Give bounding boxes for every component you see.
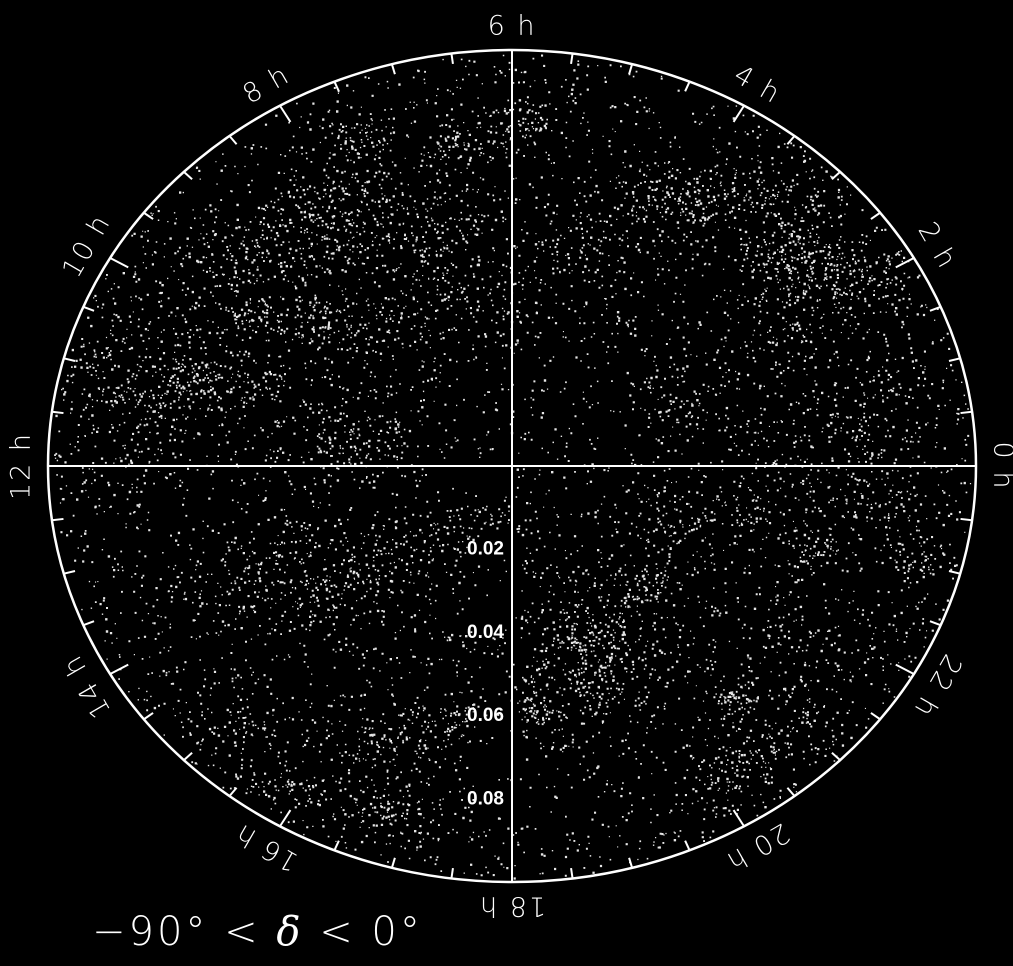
hour-label: 6 h: [488, 10, 537, 41]
hour-tick: [732, 809, 745, 827]
hour-tick: [570, 53, 574, 65]
hour-tick: [390, 63, 396, 75]
hour-tick: [109, 257, 129, 269]
hour-tick: [960, 517, 973, 522]
caption-upper: 0°: [371, 909, 423, 955]
hour-tick: [870, 211, 881, 220]
hour-tick-marks: [48, 50, 976, 882]
hour-tick: [183, 752, 193, 761]
redshift-label: 0.04: [467, 622, 504, 643]
hour-tick: [51, 410, 64, 415]
hour-label: 12 h: [6, 432, 37, 500]
hour-tick: [63, 357, 76, 362]
hour-tick: [333, 840, 340, 851]
redshift-label: 0.02: [467, 539, 504, 560]
hour-tick: [82, 620, 95, 627]
hour-label: 0 h: [987, 442, 1013, 491]
hour-tick: [628, 63, 634, 75]
hour-tick: [228, 135, 238, 145]
hour-tick: [831, 752, 841, 761]
hour-tick: [143, 712, 154, 721]
hour-tick: [279, 809, 292, 827]
hour-label: 18 h: [478, 891, 546, 922]
hour-tick: [895, 257, 915, 269]
hour-tick: [786, 135, 796, 145]
hour-tick: [929, 305, 942, 312]
hour-tick: [51, 517, 64, 522]
hour-tick: [228, 787, 238, 797]
caption-delta: δ: [276, 909, 304, 955]
hour-tick: [143, 211, 154, 220]
hour-tick: [831, 171, 841, 180]
hour-tick: [870, 712, 881, 721]
hour-tick: [684, 840, 691, 851]
hour-tick: [786, 787, 796, 797]
redshift-label: 0.08: [467, 788, 504, 809]
hour-tick: [628, 857, 634, 869]
hour-tick: [684, 81, 691, 92]
galaxy-points: [54, 54, 972, 880]
hour-tick: [570, 867, 574, 879]
hour-tick: [929, 620, 942, 627]
redshift-label: 0.06: [467, 705, 504, 726]
hour-tick: [279, 105, 292, 123]
hour-tick: [63, 570, 76, 575]
declination-caption: −90° < δ < 0°: [92, 912, 423, 952]
galaxy-point-cloud: [54, 54, 972, 880]
hour-tick: [109, 663, 129, 675]
hour-tick: [450, 53, 454, 65]
redshift-labels: 0.02 0.04 0.06 0.08: [467, 539, 504, 810]
hour-tick: [390, 857, 396, 869]
hour-tick: [183, 171, 193, 180]
hour-tick: [960, 410, 973, 415]
hour-tick: [732, 105, 745, 123]
hour-tick: [333, 81, 340, 92]
caption-lt-2: <: [319, 909, 356, 955]
hour-tick: [948, 570, 961, 575]
hour-tick: [82, 305, 95, 312]
caption-lt-1: <: [224, 909, 261, 955]
hour-tick: [450, 867, 454, 879]
hour-tick: [895, 663, 915, 675]
caption-lower: −90°: [92, 909, 209, 955]
hour-tick: [948, 357, 961, 362]
